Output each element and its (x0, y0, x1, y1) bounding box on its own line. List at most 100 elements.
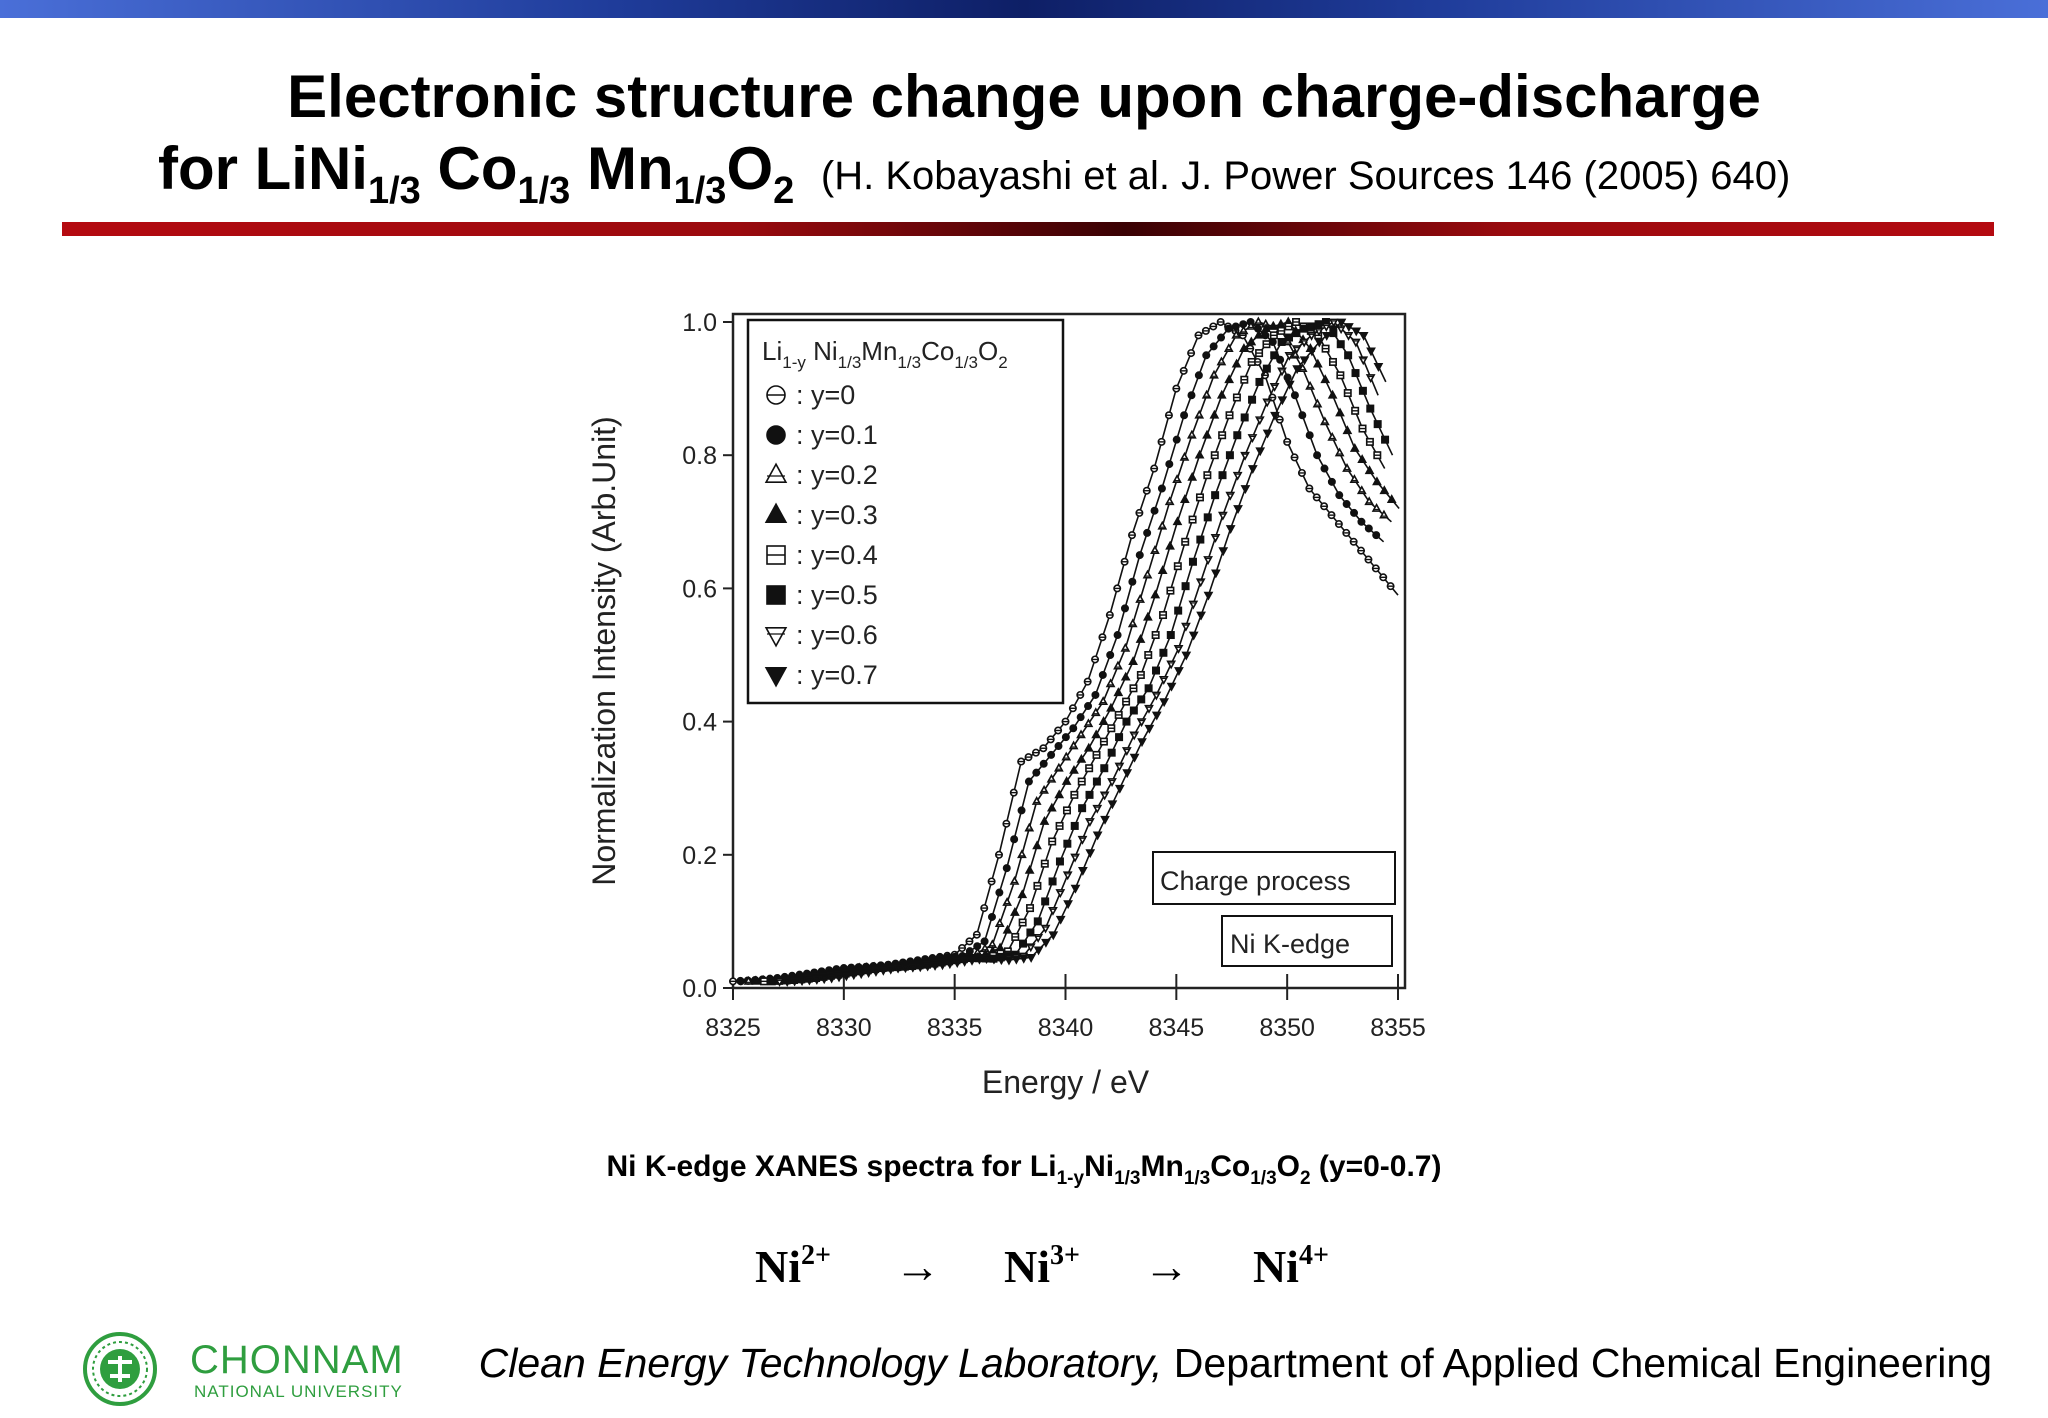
data-point (1129, 753, 1140, 763)
legend-label: : y=0.3 (796, 500, 878, 530)
data-point (1239, 343, 1249, 353)
data-point (1144, 684, 1153, 693)
data-point (1246, 336, 1257, 346)
data-point (1128, 577, 1137, 586)
x-tick-label: 8335 (927, 1014, 983, 1042)
data-point (834, 973, 844, 983)
data-point (1041, 897, 1050, 906)
data-point (1268, 320, 1279, 330)
data-point (1321, 331, 1332, 341)
data-point (1172, 435, 1181, 444)
data-point (1018, 954, 1029, 964)
oxidation-sequence: Ni2+ → Ni3+ → Ni4+ (755, 1240, 1329, 1293)
data-point (1342, 463, 1352, 472)
data-point (1063, 900, 1073, 910)
x-tick-label: 8340 (1038, 1014, 1094, 1042)
data-point (1048, 877, 1057, 886)
y-tick-label: 0.8 (682, 442, 717, 470)
x-tick-label: 8330 (816, 1014, 872, 1042)
data-point (1024, 777, 1033, 786)
data-point (1046, 802, 1057, 812)
data-point (980, 937, 989, 946)
data-point (1166, 682, 1177, 692)
data-point (1188, 557, 1197, 566)
data-point (1187, 391, 1196, 400)
data-point (1180, 411, 1189, 420)
caption-text: Ni K-edge XANES spectra for Li (606, 1150, 1057, 1183)
ion-charge: 4+ (1298, 1240, 1329, 1271)
data-point (1098, 716, 1109, 725)
data-point (1062, 871, 1073, 881)
data-point (1261, 331, 1270, 340)
data-point (1344, 351, 1353, 360)
data-point (1002, 924, 1013, 934)
data-point (1305, 431, 1314, 440)
data-point (1216, 389, 1227, 399)
data-point (1063, 839, 1072, 848)
data-point (1233, 431, 1242, 440)
data-point (1202, 351, 1211, 360)
y-tick-label: 1.0 (682, 309, 717, 337)
data-point (1194, 449, 1205, 459)
data-point (1349, 443, 1360, 452)
data-point (1070, 821, 1079, 830)
data-point (1100, 764, 1109, 773)
data-point (1032, 840, 1042, 850)
data-point (989, 955, 1000, 965)
data-point (1061, 776, 1072, 785)
data-point (1019, 939, 1028, 948)
data-point (1209, 342, 1218, 351)
data-point (1203, 591, 1214, 601)
data-point (1305, 380, 1315, 390)
data-point (1181, 622, 1191, 632)
data-point (1253, 329, 1264, 339)
data-point (1055, 915, 1066, 925)
caption-text: (y=0-0.7) (1310, 1150, 1442, 1183)
data-point (1358, 331, 1369, 341)
data-point (1091, 690, 1100, 699)
university-name: CHONNAM (190, 1338, 404, 1382)
data-point (826, 974, 837, 984)
data-point (736, 977, 745, 986)
data-point (1135, 551, 1144, 560)
y-tick-label: 0.6 (682, 575, 717, 603)
caption-sub: 1/3 (1250, 1168, 1277, 1189)
data-point (1076, 713, 1085, 722)
data-point (767, 977, 776, 986)
data-point (1336, 340, 1345, 349)
data-point (987, 912, 996, 921)
data-point (1364, 524, 1373, 533)
caption-text: O (1276, 1150, 1300, 1183)
data-point (1218, 547, 1229, 557)
data-point (1203, 513, 1212, 522)
data-point (1033, 917, 1042, 926)
data-point (1364, 465, 1375, 475)
x-tick-label: 8325 (705, 1014, 761, 1042)
data-point (1033, 946, 1044, 956)
data-point (1143, 528, 1152, 537)
data-point (1261, 323, 1271, 333)
legend-label: : y=0.6 (796, 620, 878, 650)
data-point (871, 967, 881, 977)
data-point (1314, 338, 1325, 348)
legend-marker (764, 462, 788, 483)
data-point (1143, 611, 1153, 621)
legend-title-part: O (978, 336, 998, 366)
data-point (1107, 800, 1118, 810)
data-point (1039, 815, 1050, 825)
y-tick-label: 0.0 (682, 975, 717, 1003)
data-point (1366, 404, 1375, 413)
title-text: Mn (570, 135, 674, 202)
data-point (1283, 373, 1292, 382)
data-point (1209, 409, 1220, 419)
data-point (856, 970, 867, 980)
xanes-chart: 0.0 0.2 0.4 0.6 0.8 1.0 8325 8330 8335 8340 8345 83… (586, 309, 1426, 1100)
legend-label: : y=0.5 (796, 580, 878, 610)
data-point (930, 961, 940, 971)
legend-marker (766, 585, 786, 605)
data-point (797, 977, 807, 986)
title-text: Co (420, 135, 518, 202)
lab-name-italic: Clean Energy Technology Laboratory, (478, 1340, 1163, 1386)
data-point (1077, 866, 1088, 876)
university-logo-icon (83, 1332, 157, 1406)
